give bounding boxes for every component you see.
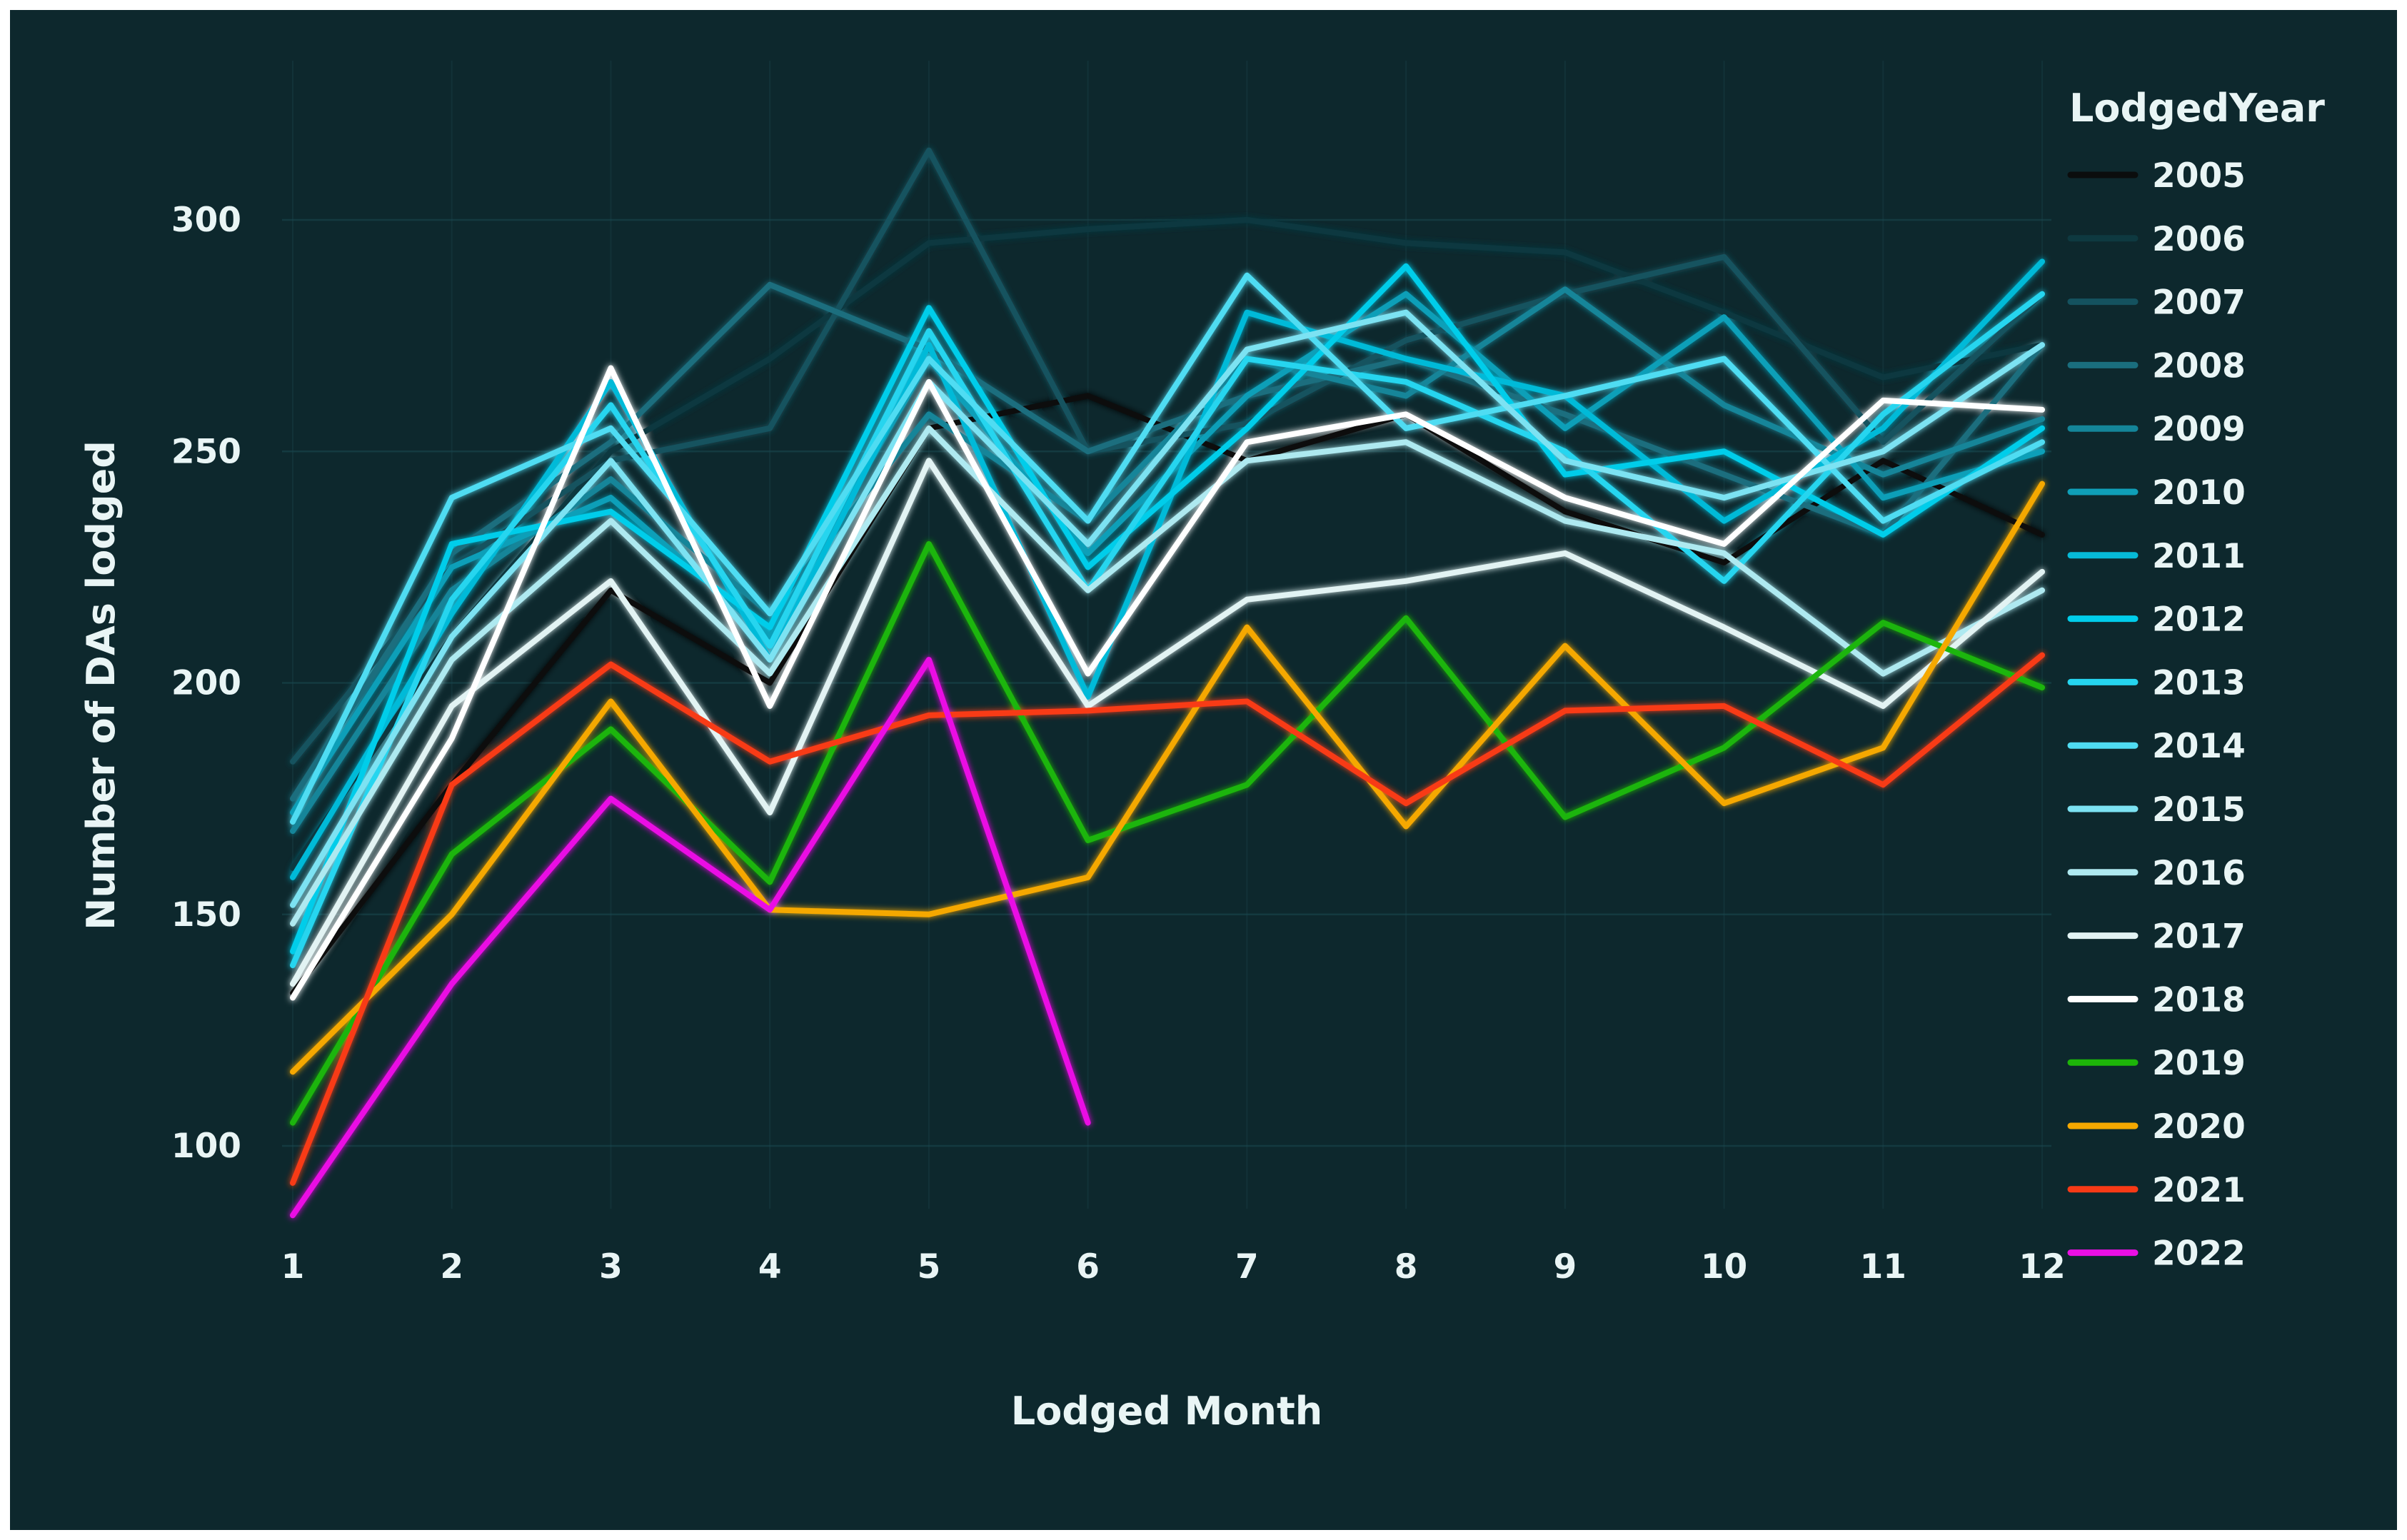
legend-title: LodgedYear: [2069, 86, 2325, 131]
legend-label-2021: 2021: [2152, 1171, 2246, 1210]
legend-item-2017[interactable]: 2017: [2067, 917, 2246, 957]
y-tick-label-250: 250: [171, 432, 241, 471]
y-tick-label-100: 100: [171, 1127, 241, 1166]
x-tick-label-6: 6: [1076, 1247, 1100, 1287]
legend-label-2012: 2012: [2152, 600, 2246, 640]
legend-item-2008[interactable]: 2008: [2067, 346, 2246, 386]
x-tick-label-11: 11: [1860, 1247, 1906, 1287]
series-line-2011: [290, 258, 2046, 880]
plot-area[interactable]: [282, 61, 2051, 1209]
series-lines: [290, 147, 2046, 1219]
x-axis-tick-labels: 1 2 3 4 5 6 7 8 9 10 11 12: [281, 1247, 2066, 1287]
legend-item-2012[interactable]: 2012: [2067, 600, 2246, 640]
x-tick-label-12: 12: [2019, 1247, 2065, 1287]
legend-label-2010: 2010: [2152, 473, 2246, 513]
series-line-2015: [290, 309, 2046, 908]
series-line-2009: [290, 286, 2046, 835]
x-tick-label-7: 7: [1235, 1247, 1259, 1287]
legend-label-2017: 2017: [2152, 917, 2246, 957]
series-line-2005: [290, 393, 2046, 996]
legend-item-2009[interactable]: 2009: [2067, 410, 2246, 449]
series-line-2018: [290, 365, 2046, 1001]
series-line-2017: [290, 458, 2046, 987]
x-tick-label-1: 1: [281, 1247, 305, 1287]
legend-label-2014: 2014: [2152, 727, 2246, 766]
legend-item-2014[interactable]: 2014: [2067, 727, 2246, 766]
y-tick-label-300: 300: [171, 201, 241, 240]
y-tick-label-200: 200: [171, 664, 241, 703]
series-line-2012: [290, 263, 2046, 955]
legend-item-2018[interactable]: 2018: [2067, 980, 2246, 1020]
legend-item-2019[interactable]: 2019: [2067, 1044, 2246, 1083]
legend-item-2006[interactable]: 2006: [2067, 220, 2246, 259]
y-tick-label-150: 150: [171, 895, 241, 935]
legend-item-2013[interactable]: 2013: [2067, 663, 2246, 703]
series-line-2008: [290, 281, 2046, 802]
x-tick-label-3: 3: [599, 1247, 623, 1287]
y-axis-tick-labels: 100 150 200 250 300: [171, 201, 241, 1166]
legend-item-2022[interactable]: 2022: [2067, 1234, 2246, 1274]
series-line-2014: [290, 272, 2046, 825]
legend-label-2013: 2013: [2152, 663, 2246, 703]
series-line-2019: [290, 540, 2046, 1126]
legend-label-2007: 2007: [2152, 283, 2246, 323]
series-line-2006: [290, 217, 2046, 871]
legend-label-2020: 2020: [2152, 1107, 2246, 1147]
legend-label-2019: 2019: [2152, 1044, 2246, 1083]
legend-item-2005[interactable]: 2005: [2067, 156, 2246, 196]
legend-item-2011[interactable]: 2011: [2067, 537, 2246, 576]
legend-item-2015[interactable]: 2015: [2067, 790, 2246, 830]
legend-label-2016: 2016: [2152, 854, 2246, 893]
legend-item-2007[interactable]: 2007: [2067, 283, 2246, 323]
legend-item-2020[interactable]: 2020: [2067, 1107, 2246, 1147]
x-tick-label-5: 5: [918, 1247, 941, 1287]
legend-item-2021[interactable]: 2021: [2067, 1171, 2246, 1210]
chart-panel: [10, 10, 2397, 1530]
legend-label-2006: 2006: [2152, 220, 2246, 259]
x-tick-label-9: 9: [1553, 1247, 1577, 1287]
x-axis-title: Lodged Month: [1011, 1389, 1322, 1434]
series-line-2020: [290, 480, 2046, 1075]
series-line-2022: [290, 657, 1091, 1219]
x-tick-label-2: 2: [440, 1247, 463, 1287]
y-axis-title: Number of DAs lodged: [79, 441, 124, 930]
legend-label-2022: 2022: [2152, 1234, 2246, 1274]
x-tick-label-8: 8: [1395, 1247, 1418, 1287]
x-tick-label-4: 4: [758, 1247, 782, 1287]
legend: LodgedYear 2005 2006 2007 2008 2009 2010 2011 2…: [2067, 86, 2325, 1274]
x-tick-label-10: 10: [1701, 1247, 1747, 1287]
legend-item-2016[interactable]: 2016: [2067, 854, 2246, 893]
legend-label-2008: 2008: [2152, 346, 2246, 386]
legend-item-2010[interactable]: 2010: [2067, 473, 2246, 513]
legend-label-2018: 2018: [2152, 980, 2246, 1020]
legend-label-2009: 2009: [2152, 410, 2246, 449]
legend-label-2005: 2005: [2152, 156, 2246, 196]
series-line-2021: [290, 652, 2046, 1186]
series-line-2016: [290, 425, 2046, 927]
legend-label-2011: 2011: [2152, 537, 2246, 576]
legend-label-2015: 2015: [2152, 790, 2246, 830]
